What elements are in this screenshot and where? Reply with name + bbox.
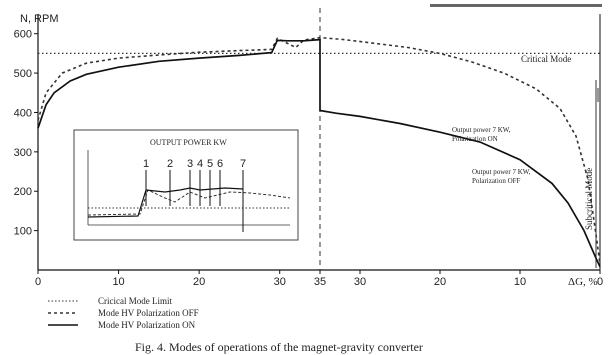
subcritical-mode-label: Subcritical Mode — [584, 168, 594, 230]
inset-marker-label: 3 — [187, 158, 193, 170]
inset-marker-label: 5 — [207, 158, 213, 170]
x-tick-label: 10 — [514, 276, 526, 288]
legend-label-polarization-off: Mode HV Polarization OFF — [98, 308, 199, 318]
inset-marker-label: 1 — [143, 158, 149, 170]
x-axis-label: ΔG, % — [568, 276, 598, 288]
figure-caption: Fig. 4. Modes of operations of the magne… — [135, 340, 423, 354]
series-line-1 — [37, 36, 601, 265]
series-line-2 — [37, 38, 601, 268]
y-tick-label: 400 — [14, 107, 32, 119]
inset-title: OUTPUT POWER KW — [150, 138, 227, 147]
x-tick-label: 10 — [112, 276, 124, 288]
x-ticks: 0 10 20 30 35 30 20 10 0 — [35, 270, 603, 288]
legend-label-critical-limit: Cricical Mode Limit — [98, 296, 172, 306]
y-tick-label: 500 — [14, 68, 32, 80]
y-ticks: 100 200 300 400 500 600 — [14, 29, 38, 238]
inset-solid-on — [87, 187, 244, 218]
y-tick-label: 200 — [14, 186, 32, 198]
y-tick-label: 100 — [14, 226, 32, 238]
series-layer — [37, 36, 601, 268]
x-tick-label: 20 — [434, 276, 446, 288]
legend: Cricical Mode Limit Mode HV Polarization… — [48, 296, 199, 330]
y-axis-label: N, RPM — [20, 13, 59, 25]
inset-marker-label: 4 — [197, 158, 203, 170]
inset-marker-label: 6 — [217, 158, 223, 170]
annotation-polarization-off: Output power 7 KW, Polarization OFF — [472, 168, 531, 185]
x-tick-label: 0 — [597, 276, 603, 288]
x-tick-label: 20 — [193, 276, 205, 288]
top-rule-decoration — [430, 4, 602, 7]
inset-box — [73, 129, 299, 241]
annotation-polarization-on: Output power 7 KW, Polarization ON — [452, 126, 511, 143]
y-tick-label: 300 — [14, 147, 32, 159]
x-tick-label: 30 — [274, 276, 286, 288]
inset-marker-label: 7 — [240, 158, 246, 170]
legend-label-polarization-on: Mode HV Polarization ON — [98, 320, 196, 330]
x-tick-label: 35 — [314, 276, 326, 288]
inset-marker-label: 2 — [167, 158, 173, 170]
y-tick-label: 600 — [14, 29, 32, 41]
critical-mode-label: Critical Mode — [521, 54, 571, 64]
x-tick-label: 30 — [354, 276, 366, 288]
x-tick-label: 0 — [35, 276, 41, 288]
